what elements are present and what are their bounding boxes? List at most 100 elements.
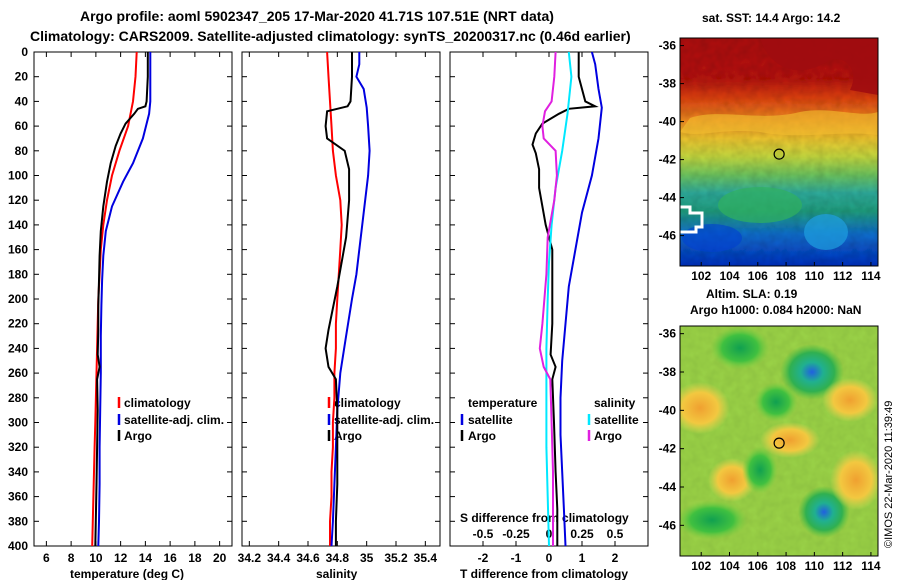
series-line-argo <box>324 52 353 546</box>
map-y-tick-label: -44 <box>659 191 677 205</box>
map-y-tick-label: -46 <box>659 229 677 243</box>
temperature-xlabel: temperature (deg C) <box>70 567 184 580</box>
sla-eddy-d <box>680 382 730 434</box>
map-x-tick-label: 106 <box>748 269 768 283</box>
map-y-tick-label: -42 <box>659 442 677 456</box>
map-x-tick-label: 106 <box>748 559 768 573</box>
map-y-tick-label: -36 <box>659 39 677 53</box>
sla-map-title: Altim. SLA: 0.19 <box>706 287 798 301</box>
map-x-tick-label: 112 <box>833 559 853 573</box>
series-line-t-argo <box>531 52 599 546</box>
temperature-legend: climatology satellite-adj. clim. Argo <box>124 396 224 443</box>
sst-map-title: sat. SST: 14.4 Argo: 14.2 <box>702 11 841 25</box>
y-tick-label: 240 <box>8 341 28 355</box>
x-tick-label: -2 <box>478 551 489 565</box>
map-x-tick-label: 102 <box>691 559 711 573</box>
y-tick-label: 140 <box>8 218 28 232</box>
sla-eddy-i <box>680 500 748 540</box>
x-tick-label: 10 <box>89 551 103 565</box>
x-tick-label: 2 <box>612 551 619 565</box>
salinity-xlabel: salinity <box>316 567 358 580</box>
x-tick-label: 6 <box>43 551 50 565</box>
header-line2: Climatology: CARS2009. Satellite-adjuste… <box>30 28 631 44</box>
map-y-tick-label: -40 <box>659 115 677 129</box>
generated-marks: 0204060801001201401601802002202402602803… <box>8 45 648 565</box>
y-tick-label: 260 <box>8 366 28 380</box>
sst-warm-core <box>760 38 878 95</box>
sst-map-frame <box>679 37 879 267</box>
y-tick-label: 320 <box>8 440 28 454</box>
sst-map: sat. SST: 14.4 Argo: 14.2 102 104 106 108 11… <box>659 11 881 283</box>
difference-xlabel: T difference from climatology <box>460 567 628 580</box>
temperature-frame <box>33 51 233 547</box>
series-line-satellite-adj-clim- <box>330 52 371 547</box>
sst-argo-marker <box>773 148 785 160</box>
temp-legend-satellite: satellite-adj. clim. <box>124 413 224 427</box>
diff-legend-t-satellite: satellite <box>468 413 513 427</box>
y-tick-label: 300 <box>8 416 28 430</box>
x-tick-label: 35.4 <box>414 551 438 565</box>
sst-map-ticks: 102 104 106 108 110 112 114 -36 -38 -40 -42 -44 -46 <box>659 39 881 283</box>
temp-legend-climatology: climatology <box>124 396 191 410</box>
secondary-tick-label: 0.5 <box>607 527 624 541</box>
salinity-legend: climatology satellite-adj. clim. Argo <box>334 396 434 443</box>
y-tick-label: 220 <box>8 317 28 331</box>
sla-eddy-j <box>830 450 878 510</box>
map-x-tick-label: 110 <box>805 559 825 573</box>
temp-legend-argo: Argo <box>124 429 152 443</box>
difference-secondary-xlabel: S difference from climatology <box>460 511 629 525</box>
map-y-tick-label: -40 <box>659 403 677 417</box>
sst-eddy-1 <box>718 187 802 223</box>
x-tick-label: 35 <box>360 551 374 565</box>
sla-eddy-g <box>742 446 778 494</box>
sal-legend-argo: Argo <box>334 429 362 443</box>
diff-legend-salinity-title: salinity <box>594 396 636 410</box>
x-tick-label: 18 <box>188 551 202 565</box>
x-tick-label: 34.8 <box>326 551 350 565</box>
salinity-panel <box>241 51 441 547</box>
map-y-tick-label: -42 <box>659 153 677 167</box>
y-tick-label: 40 <box>15 94 29 108</box>
y-tick-label: 280 <box>8 391 28 405</box>
map-x-tick-label: 108 <box>776 269 796 283</box>
sla-map-subtitle: Argo h1000: 0.084 h2000: NaN <box>690 303 861 317</box>
x-tick-label: 20 <box>213 551 227 565</box>
sal-legend-satellite: satellite-adj. clim. <box>334 413 434 427</box>
map-x-tick-label: 104 <box>719 269 739 283</box>
sla-eddy-a <box>710 326 770 370</box>
sla-argo-marker <box>773 437 785 449</box>
header-line1: Argo profile: aoml 5902347_205 17-Mar-20… <box>80 8 554 24</box>
diff-legend-temperature-title: temperature <box>468 396 538 410</box>
temperature-panel <box>33 51 233 547</box>
y-tick-label: 100 <box>8 169 28 183</box>
series-line-argo <box>94 52 149 547</box>
y-tick-label: 120 <box>8 193 28 207</box>
sla-map-ticks: 102 104 106 108 110 112 114 -36 -38 -40 -42 -44 -46 <box>659 327 881 573</box>
map-y-tick-label: -38 <box>659 77 677 91</box>
map-y-tick-label: -38 <box>659 365 677 379</box>
map-y-tick-label: -44 <box>659 480 677 494</box>
x-tick-label: 8 <box>68 551 75 565</box>
x-tick-label: 34.4 <box>267 551 291 565</box>
diff-legend-s-satellite: satellite <box>594 413 639 427</box>
x-tick-label: 0 <box>546 551 553 565</box>
sla-map: Altim. SLA: 0.19 Argo h1000: 0.084 h2000… <box>659 287 881 573</box>
diff-legend-t-argo: Argo <box>468 429 496 443</box>
difference-frame <box>449 51 649 547</box>
secondary-tick-label: -0.5 <box>473 527 494 541</box>
y-tick-label: 80 <box>15 144 29 158</box>
x-tick-label: 1 <box>579 551 586 565</box>
sst-front <box>680 110 878 136</box>
y-tick-label: 180 <box>8 267 28 281</box>
x-tick-label: 16 <box>163 551 177 565</box>
sla-eddy-b <box>780 344 844 400</box>
difference-panel <box>449 51 649 547</box>
x-tick-label: 34.6 <box>296 551 320 565</box>
y-tick-label: 400 <box>8 539 28 553</box>
x-tick-label: 14 <box>139 551 153 565</box>
y-tick-label: 200 <box>8 292 28 306</box>
secondary-tick-label: -0.25 <box>502 527 530 541</box>
sst-missing-data-edge <box>680 205 704 234</box>
x-tick-label: -1 <box>511 551 522 565</box>
